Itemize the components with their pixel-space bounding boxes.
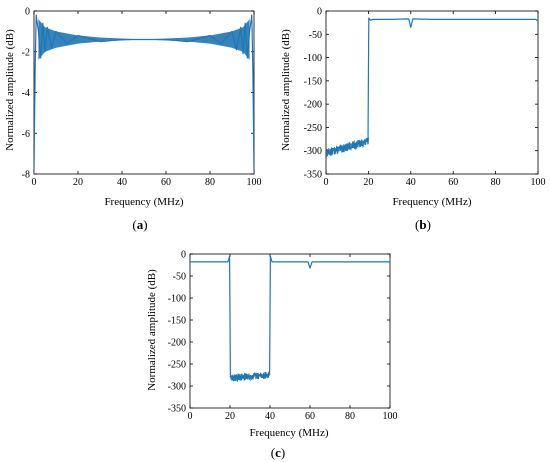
- xtick-label-c-5: 100: [383, 411, 398, 422]
- panel-a: 0 20 40 60 80 100 0 -2 -4 -6 -8 Frequency (MHz) No…: [4, 7, 262, 233]
- xtick-label-c-2: 40: [265, 411, 275, 422]
- ytick-label-b-3: -150: [304, 76, 322, 87]
- caption-a: (a): [132, 217, 147, 232]
- xlabel-c: Frequency (MHz): [249, 427, 328, 439]
- xtick-label-c-1: 20: [225, 411, 235, 422]
- xtick-label-b-3: 60: [448, 177, 458, 188]
- ytick-label-b-7: -350: [304, 170, 322, 181]
- xtick-label-b-2: 40: [406, 177, 416, 188]
- axes-frame-c: [189, 253, 391, 409]
- caption-c: (c): [271, 445, 285, 460]
- ytick-label-c-2: -100: [168, 294, 186, 305]
- ytick-label-a-0: 0: [25, 7, 30, 18]
- stopband-noise-b: [326, 137, 369, 157]
- ytick-label-a-1: -2: [22, 47, 30, 58]
- ylabel-b: Normalized amplitude (dB): [280, 29, 292, 151]
- ytick-label-a-2: -4: [22, 88, 30, 99]
- xtick-label-a-5: 100: [247, 177, 262, 188]
- ytick-label-b-1: -50: [309, 30, 322, 41]
- panel-b: 0 20 40 60 80 100 0 -50 -100 -150 -200 -250 -300 -350…: [280, 7, 546, 233]
- ytick-label-b-2: -100: [304, 53, 322, 64]
- ytick-label-c-1: -50: [173, 272, 186, 283]
- plot-area-b: 0 20 40 60 80 100 0 -50 -100 -150 -200 -250 -300 -350: [304, 7, 546, 189]
- series-line-b-0: [326, 17, 538, 154]
- ytick-label-a-3: -6: [22, 129, 30, 140]
- xtick-label-a-2: 40: [117, 177, 127, 188]
- xtick-label-b-0: 0: [324, 177, 329, 188]
- xtick-label-b-1: 20: [363, 177, 373, 188]
- panel-c: 0 20 40 60 80 100 0 -50 -100 -150 -200 -250 -300 -350…: [146, 250, 398, 461]
- xtick-label-b-4: 80: [491, 177, 501, 188]
- ytick-label-c-3: -150: [168, 316, 186, 327]
- xtick-label-a-0: 0: [32, 177, 37, 188]
- caption-b: (b): [415, 217, 431, 232]
- ytick-label-c-4: -200: [168, 338, 186, 349]
- ytick-label-b-4: -200: [304, 100, 322, 111]
- xtick-label-c-0: 0: [188, 411, 193, 422]
- xlabel-b: Frequency (MHz): [392, 196, 471, 208]
- ytick-label-a-4: -8: [22, 170, 30, 181]
- ylabel-c: Normalized amplitude (dB): [146, 269, 158, 391]
- series-line-c-0: [190, 255, 390, 378]
- ytick-label-c-6: -300: [168, 382, 186, 393]
- xlabel-a: Frequency (MHz): [104, 196, 183, 208]
- ytick-label-c-0: 0: [181, 250, 186, 261]
- plot-area-a: 0 20 40 60 80 100 0 -2 -4 -6 -8: [22, 7, 262, 189]
- ytick-label-b-0: 0: [317, 7, 322, 18]
- xtick-label-a-1: 20: [73, 177, 83, 188]
- xtick-label-b-5: 100: [531, 177, 546, 188]
- xtick-label-a-3: 60: [161, 177, 171, 188]
- axes-frame-b: [325, 10, 539, 175]
- xtick-label-c-3: 60: [305, 411, 315, 422]
- xtick-label-c-4: 80: [345, 411, 355, 422]
- ytick-label-c-5: -250: [168, 360, 186, 371]
- series-line-a-0: [34, 14, 254, 174]
- plot-area-c: 0 20 40 60 80 100 0 -50 -100 -150 -200 -250 -300 -350: [168, 250, 398, 423]
- ytick-label-c-7: -350: [168, 404, 186, 415]
- ytick-label-b-5: -250: [304, 123, 322, 134]
- ylabel-a: Normalized amplitude (dB): [4, 29, 16, 151]
- xtick-label-a-4: 80: [205, 177, 215, 188]
- ytick-label-b-6: -300: [304, 146, 322, 157]
